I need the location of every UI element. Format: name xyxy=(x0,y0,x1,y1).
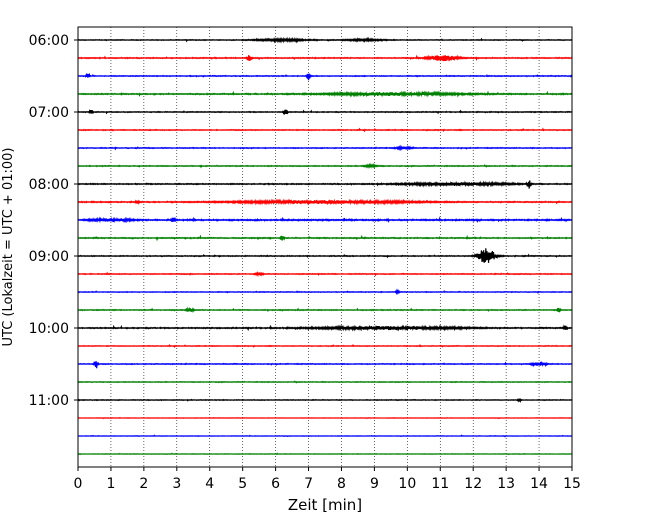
seismogram-trace xyxy=(77,198,573,206)
x-axis-ticks: 0 1 2 3 4 5 6 7 8 9 10 11 12 13 14 15 xyxy=(74,467,581,492)
x-tick-label: 6 xyxy=(271,476,280,492)
seismogram-trace xyxy=(77,417,573,420)
y-tick-label: 11:00 xyxy=(29,393,69,409)
seismogram-trace xyxy=(77,452,573,456)
seismogram-trace xyxy=(77,144,573,152)
seismogram-trace xyxy=(77,380,573,384)
plot-frame xyxy=(77,26,573,468)
seismogram-trace xyxy=(77,343,573,349)
x-tick-label: 7 xyxy=(304,476,313,492)
seismogram-trace xyxy=(77,248,573,263)
x-axis-label: Zeit [min] xyxy=(288,496,362,514)
x-tick-label: 4 xyxy=(205,476,214,492)
seismogram-trace xyxy=(77,180,573,189)
seismogram-trace xyxy=(77,127,573,133)
y-tick-label: 08:00 xyxy=(29,177,69,193)
seismogram-trace xyxy=(77,288,573,296)
y-tick-label: 06:00 xyxy=(29,33,69,49)
seismogram-trace xyxy=(77,398,573,404)
vertical-grid xyxy=(110,27,540,467)
seismogram-trace xyxy=(77,72,573,81)
x-tick-label: 13 xyxy=(497,476,515,492)
x-tick-label: 3 xyxy=(172,476,181,492)
y-tick-label: 09:00 xyxy=(29,249,69,265)
seismogram-trace xyxy=(77,36,573,44)
seismogram-trace xyxy=(77,234,573,242)
x-tick-label: 15 xyxy=(563,476,581,492)
x-tick-label: 9 xyxy=(370,476,379,492)
y-tick-label: 07:00 xyxy=(29,105,69,121)
seismogram-trace xyxy=(77,90,573,98)
seismogram-trace xyxy=(77,271,573,278)
x-tick-label: 0 xyxy=(74,476,83,492)
x-tick-label: 2 xyxy=(139,476,148,492)
x-tick-label: 5 xyxy=(238,476,247,492)
seismogram-trace xyxy=(77,54,573,62)
seismogram-trace xyxy=(77,434,573,438)
seismogram-trace xyxy=(77,360,573,369)
seismogram-trace xyxy=(77,306,573,314)
seismogram-trace xyxy=(77,216,573,224)
x-tick-label: 12 xyxy=(464,476,482,492)
x-tick-label: 1 xyxy=(106,476,115,492)
seismogram-trace xyxy=(77,324,573,332)
x-tick-label: 8 xyxy=(337,476,346,492)
x-tick-label: 10 xyxy=(398,476,416,492)
y-axis-ticks: 06:00 07:00 08:00 09:00 10:00 11:00 xyxy=(29,33,78,409)
y-tick-label: 10:00 xyxy=(29,321,69,337)
seismogram-traces xyxy=(77,36,573,456)
y-axis-label: UTC (Lokalzeit = UTC + 01:00) xyxy=(1,148,16,347)
seismogram-trace xyxy=(77,162,573,170)
x-tick-label: 11 xyxy=(431,476,449,492)
seismogram-trace xyxy=(77,109,573,115)
x-tick-label: 14 xyxy=(530,476,548,492)
